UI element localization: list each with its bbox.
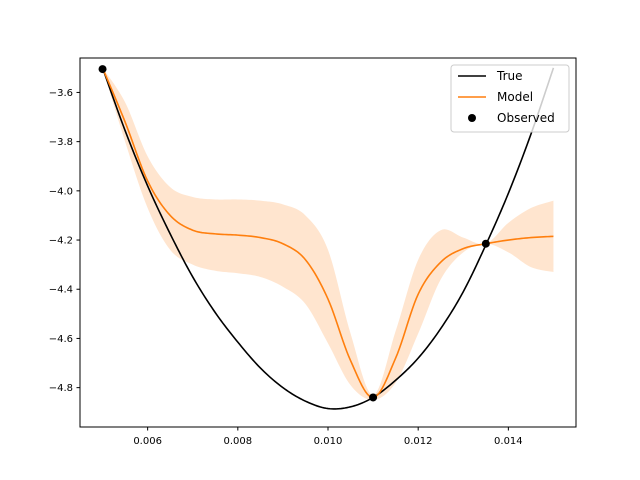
legend-observed-swatch (468, 114, 476, 122)
model-confidence-band (102, 67, 554, 400)
true-curve (101, 67, 555, 410)
legend-observed-label: Observed (497, 111, 555, 125)
x-axis-ticks: 0.006 0.008 0.010 0.012 0.014 (133, 427, 523, 447)
observed-points-layer (98, 65, 490, 402)
confidence-band-layer (102, 67, 554, 400)
x-tick-label: 0.006 (133, 436, 162, 447)
y-tick-label: −4.8 (49, 383, 73, 394)
legend: True Model Observed (450, 64, 570, 133)
y-tick-label: −4.4 (49, 285, 73, 296)
x-tick-label: 0.012 (404, 436, 433, 447)
y-axis-ticks: −3.6 −3.8 −4.0 −4.2 −4.4 −4.6 −4.8 (49, 88, 80, 394)
y-tick-label: −3.6 (49, 88, 73, 99)
x-tick-label: 0.008 (223, 436, 252, 447)
x-tick-label: 0.014 (494, 436, 523, 447)
line-layer (101, 67, 555, 410)
y-tick-label: −4.2 (49, 236, 73, 247)
y-tick-label: −4.0 (49, 186, 73, 197)
legend-true-label: True (496, 69, 523, 83)
legend-model-label: Model (497, 90, 533, 104)
observed-point (98, 65, 107, 74)
y-tick-label: −4.6 (49, 334, 73, 345)
legend-box (450, 64, 570, 133)
model-curve (101, 67, 554, 399)
observed-point (481, 239, 490, 248)
x-tick-label: 0.010 (314, 436, 343, 447)
observed-point (369, 393, 378, 402)
y-tick-label: −3.8 (49, 137, 73, 148)
